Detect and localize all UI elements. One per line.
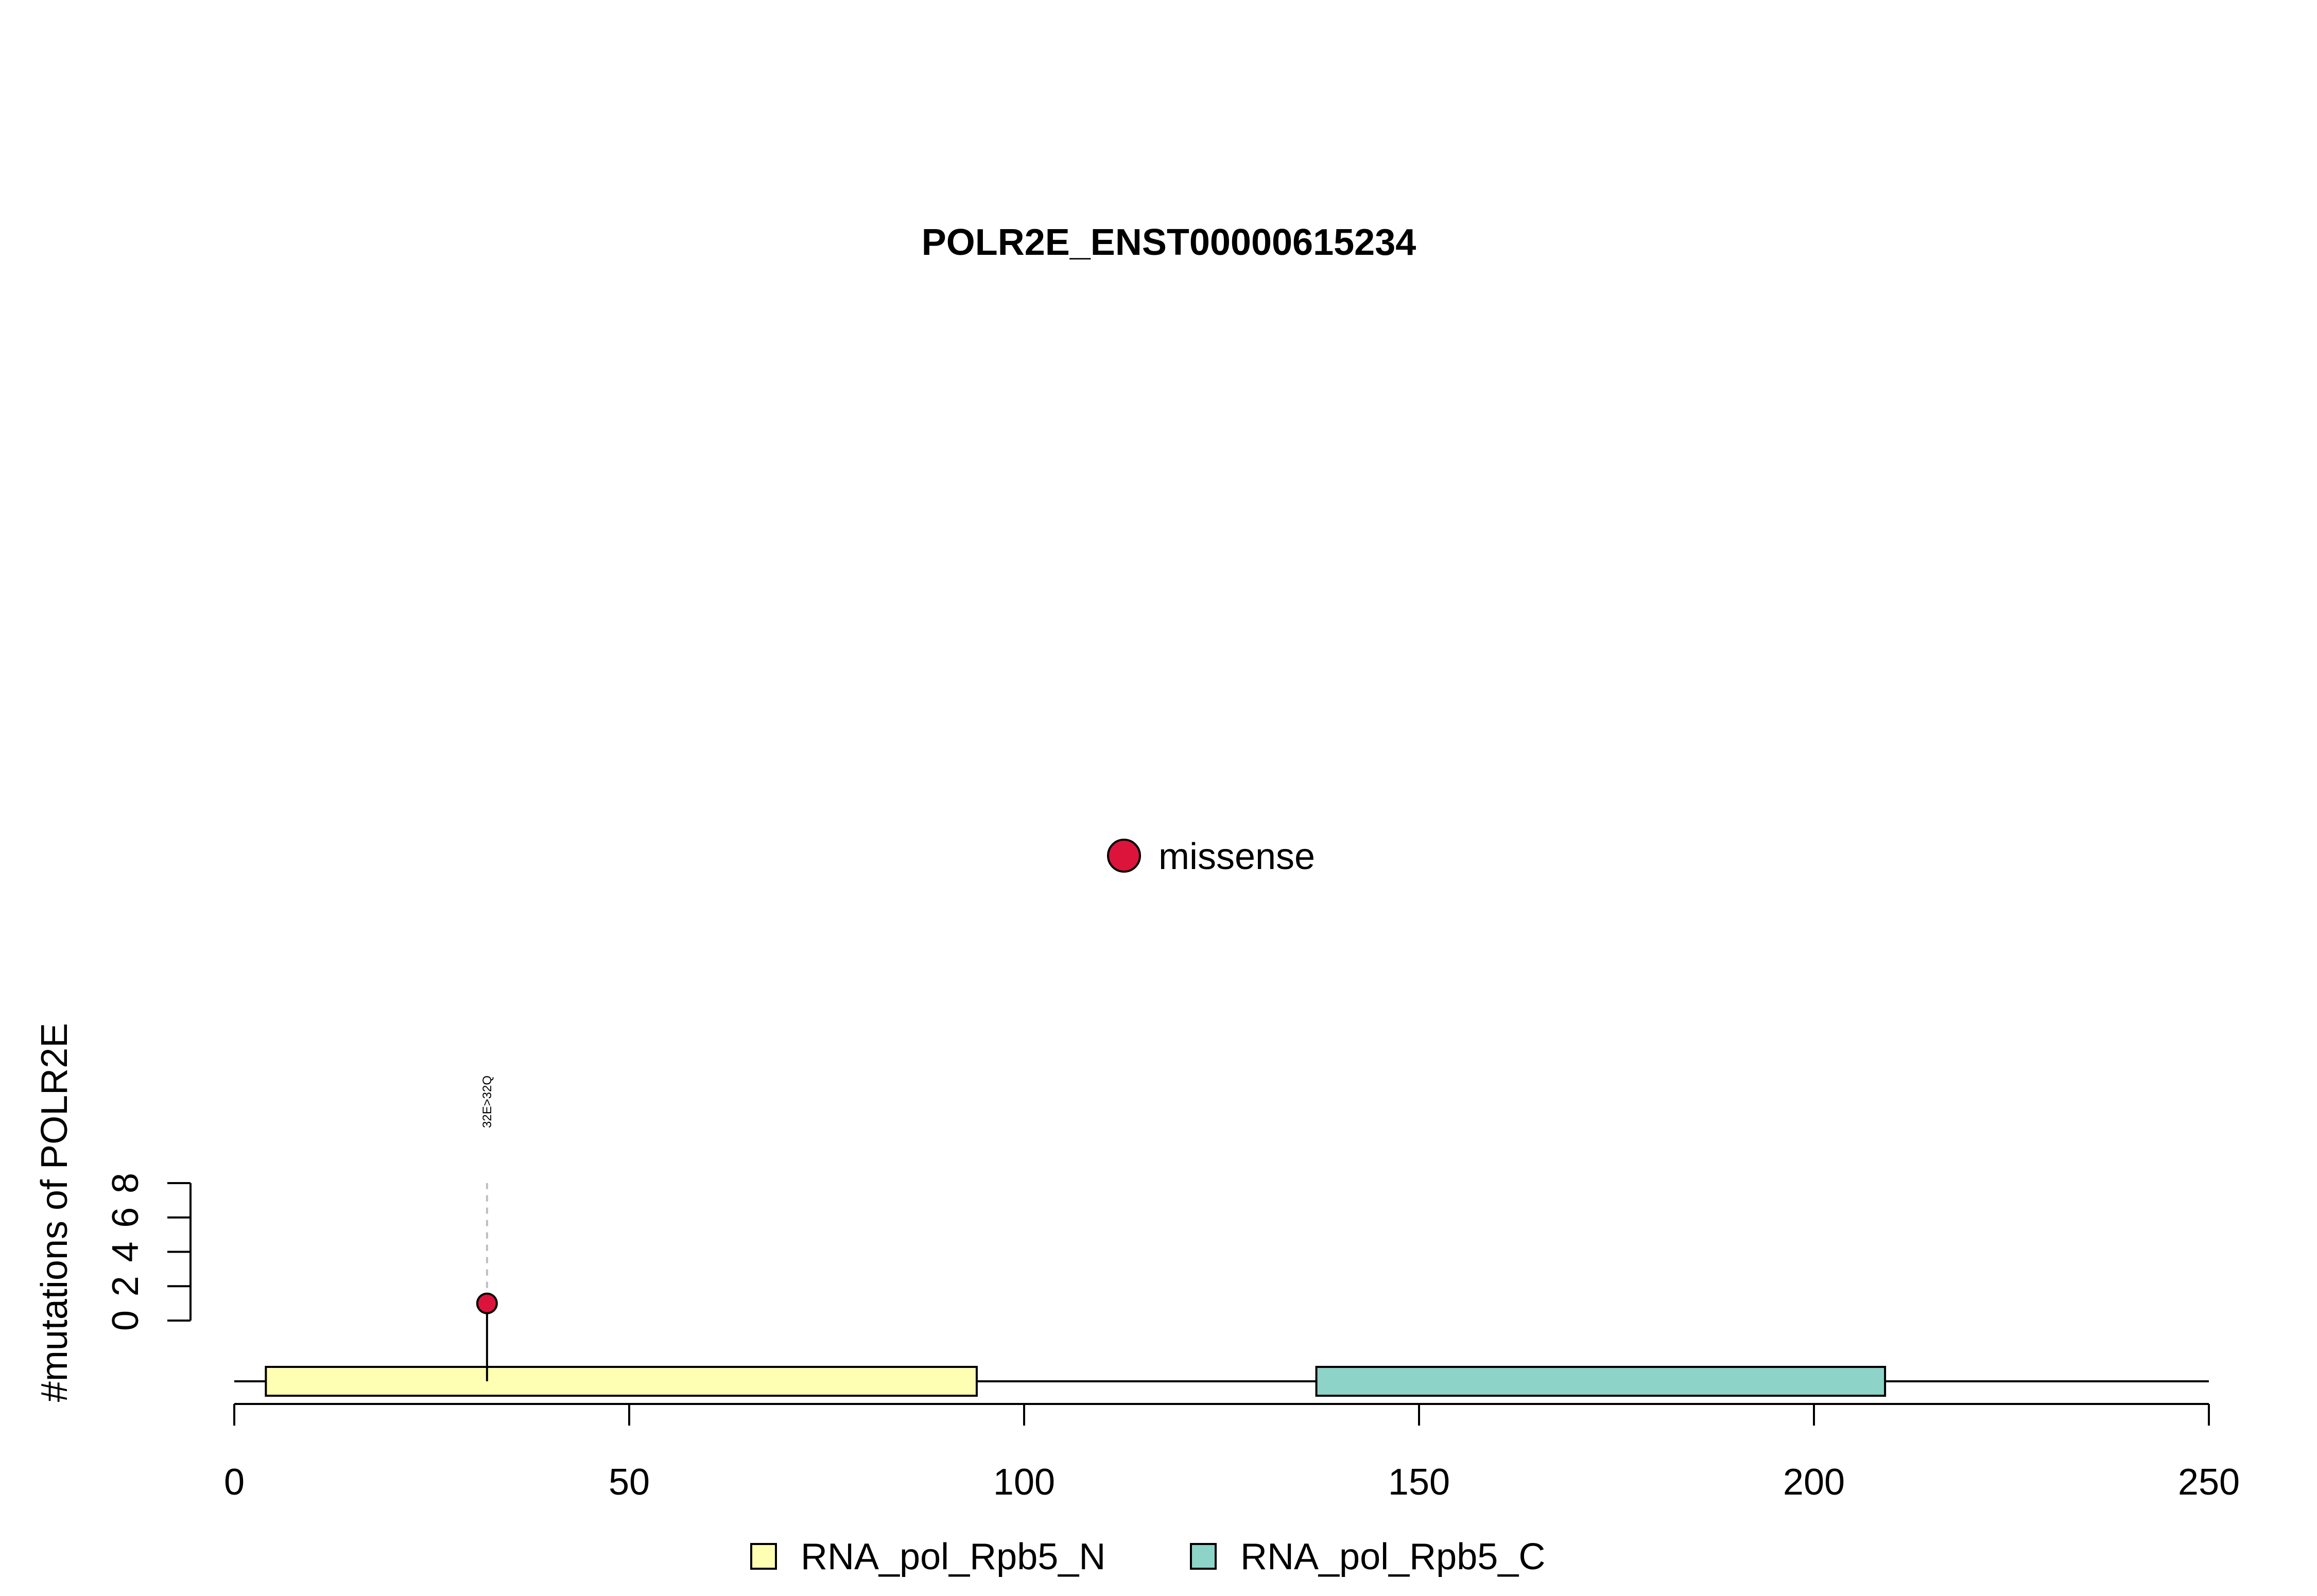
domain-legend-label-RNA_pol_Rpb5_C: RNA_pol_Rpb5_C: [1240, 1536, 1545, 1577]
domain-legend-label-RNA_pol_Rpb5_N: RNA_pol_Rpb5_N: [801, 1536, 1105, 1577]
mutation-label-32E>32Q: 32E>32Q: [480, 1075, 494, 1128]
x-tick-label-150: 150: [1388, 1462, 1450, 1503]
x-axis: 0 50 100 150 200 250: [224, 1403, 2240, 1503]
mutation-lollipops: 32E>32Q: [476, 1075, 498, 1381]
domain-boxes: [265, 1366, 1887, 1397]
y-tick-label-6: 6: [105, 1207, 146, 1228]
x-tick-label-250: 250: [2178, 1462, 2240, 1503]
domain-legend-swatch-RNA_pol_Rpb5_C: [1190, 1543, 1217, 1570]
domain-box-RNA_pol_Rpb5_N: [265, 1366, 978, 1397]
y-axis-label: #mutations of POLR2E: [34, 1023, 75, 1402]
mutation-point-32E>32Q: [476, 1292, 498, 1314]
legend-marker-missense: [1107, 839, 1141, 873]
domain-legend: RNA_pol_Rpb5_N RNA_pol_Rpb5_C: [750, 1536, 1545, 1577]
y-tick-label-4: 4: [105, 1241, 146, 1262]
y-tick-label-8: 8: [105, 1173, 146, 1193]
x-tick-label-0: 0: [224, 1462, 245, 1503]
domain-box-RNA_pol_Rpb5_C: [1315, 1366, 1887, 1397]
chart-title: POLR2E_ENST00000615234: [922, 222, 1416, 263]
x-tick-label-50: 50: [609, 1462, 650, 1503]
x-tick-label-200: 200: [1783, 1462, 1845, 1503]
legend-label-missense: missense: [1158, 836, 1315, 877]
y-axis: 0 2 4 6 8: [105, 1173, 192, 1331]
x-tick-label-100: 100: [993, 1462, 1055, 1503]
y-tick-label-0: 0: [105, 1310, 146, 1331]
y-tick-label-2: 2: [105, 1276, 146, 1296]
mutation-type-legend: missense: [1107, 836, 1315, 877]
domain-legend-swatch-RNA_pol_Rpb5_N: [750, 1543, 777, 1570]
